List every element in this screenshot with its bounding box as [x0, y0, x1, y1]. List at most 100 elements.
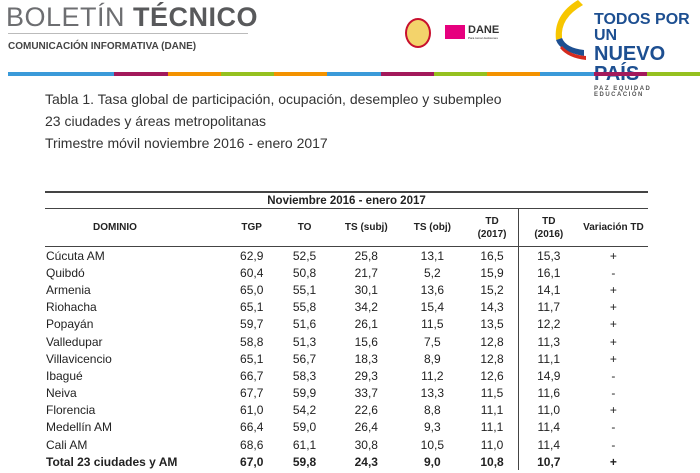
value-cell: - [611, 420, 616, 435]
domain-cell: Florencia [46, 403, 96, 418]
value-cell: - [611, 368, 616, 383]
table-caption-title: Tabla 1. Tasa global de participación, o… [45, 91, 502, 107]
colombia-seal-logo [405, 18, 431, 48]
slogan-line3: PAZ EQUIDAD EDUCACIÓN [594, 86, 652, 98]
table-row: Neiva 67,7 59,9 33,7 13,3 11,5 11,6 - [45, 384, 648, 402]
value-cell: 30,1 [354, 282, 378, 297]
bulletin-subtitle: COMUNICACIÓN INFORMATIVA (DANE) [8, 41, 197, 52]
value-cell: 11,1 [537, 351, 561, 366]
table-row: Florencia 61,0 54,2 22,6 8,8 11,1 11,0 + [45, 401, 648, 419]
table-row: Riohacha 65,1 55,8 34,2 15,4 14,3 11,7 + [45, 298, 648, 316]
table-row: Quibdó 60,4 50,8 21,7 5,2 15,9 16,1 - [45, 264, 648, 282]
value-cell: 11,2 [421, 368, 444, 383]
value-cell: 68,6 [240, 437, 264, 452]
dane-tagline: Para tomar decisiones [468, 36, 498, 40]
domain-cell: Total 23 ciudades y AM [46, 454, 178, 469]
value-cell: 11,7 [537, 300, 561, 315]
table-row: Cúcuta AM 62,9 52,5 25,8 13,1 16,5 15,3 + [45, 246, 648, 265]
table-row: Medellín AM 66,4 59,0 26,4 9,3 11,1 11,4 - [45, 418, 648, 437]
value-cell: 25,8 [354, 248, 378, 263]
stripe-segment [114, 72, 168, 76]
table-row: Total 23 ciudades y AM 67,0 59,8 24,3 9,0 10,… [45, 453, 648, 471]
domain-cell: Ibagué [46, 368, 83, 383]
value-cell: 60,4 [240, 265, 264, 280]
value-cell: 50,8 [292, 265, 317, 280]
domain-cell: Cali AM [46, 437, 88, 452]
domain-cell: Villavicencio [46, 351, 112, 366]
stripe-segment [327, 72, 381, 76]
value-cell: 66,7 [240, 368, 264, 383]
domain-cell: Riohacha [46, 300, 97, 315]
value-cell: 15,6 [354, 334, 378, 349]
value-cell: 67,0 [240, 454, 264, 469]
stripe-segment [167, 72, 221, 76]
labor-rates-table: Noviembre 2016 - enero 2017 DOMINIO TGP TO… [45, 191, 648, 471]
value-cell: 61,0 [240, 403, 264, 418]
value-cell: 11,1 [466, 418, 519, 437]
column-header: TD (2017) [466, 208, 519, 247]
value-cell: 12,8 [466, 350, 519, 368]
value-cell: 54,2 [292, 403, 317, 418]
value-cell: 59,9 [292, 386, 317, 401]
value-cell: 61,1 [292, 437, 317, 452]
domain-cell: Neiva [46, 386, 77, 401]
value-cell: 16,5 [466, 246, 519, 265]
value-cell: 22,6 [354, 403, 378, 418]
table-caption-scope: 23 ciudades y áreas metropolitanas [45, 113, 267, 129]
value-cell: 11,5 [421, 317, 444, 332]
domain-cell: Valledupar [46, 334, 103, 349]
stripe-segment [487, 72, 541, 76]
domain-cell: Quibdó [46, 265, 85, 280]
value-cell: 30,8 [354, 437, 378, 452]
value-cell: 11,3 [537, 334, 561, 349]
value-cell: 13,6 [420, 282, 445, 297]
table-row: Valledupar 58,8 51,3 15,6 7,5 12,8 11,3 + [45, 332, 648, 351]
value-cell: 10,8 [466, 453, 519, 471]
column-header: DOMINIO [45, 208, 229, 247]
value-cell: 55,8 [292, 300, 317, 315]
value-cell: 12,8 [466, 332, 519, 351]
title-divider [8, 33, 248, 34]
value-cell: 29,3 [354, 368, 378, 383]
value-cell: 15,9 [466, 264, 519, 282]
title-light: BOLETÍN [6, 2, 126, 32]
value-cell: 8,9 [423, 351, 441, 366]
domain-cell: Armenia [46, 282, 91, 297]
value-cell: + [609, 248, 617, 263]
value-cell: + [609, 300, 617, 315]
stripe-segment [593, 72, 647, 76]
value-cell: 58,3 [292, 368, 317, 383]
value-cell: 59,0 [292, 420, 317, 435]
domain-cell: Popayán [46, 317, 94, 332]
table-row: Villavicencio 65,1 56,7 18,3 8,9 12,8 11,1 + [45, 350, 648, 368]
value-cell: 9,0 [423, 454, 441, 469]
value-cell: 55,1 [292, 282, 317, 297]
value-cell: 14,1 [537, 282, 561, 297]
dane-logo-text: DANE [468, 24, 500, 36]
value-cell: 59,7 [240, 317, 264, 332]
table-row: Cali AM 68,6 61,1 30,8 10,5 11,0 11,4 - [45, 436, 648, 454]
stripe-segment [220, 72, 275, 76]
stripe-segment [274, 72, 328, 76]
table-row: Ibagué 66,7 58,3 29,3 11,2 12,6 14,9 - [45, 367, 648, 385]
value-cell: + [609, 334, 617, 349]
table-row: Popayán 59,7 51,6 26,1 11,5 13,5 12,2 + [45, 315, 648, 333]
value-cell: 65,0 [240, 282, 264, 297]
value-cell: 51,6 [292, 317, 317, 332]
value-cell: 33,7 [354, 386, 378, 401]
value-cell: 12,2 [537, 317, 561, 332]
column-header: TO [274, 208, 335, 247]
table-row: Armenia 65,0 55,1 30,1 13,6 15,2 14,1 + [45, 281, 648, 299]
value-cell: - [611, 437, 616, 452]
value-cell: 11,6 [537, 386, 561, 401]
value-cell: + [609, 282, 617, 297]
title-bold: TÉCNICO [133, 2, 259, 32]
stripe-segment [380, 72, 434, 76]
value-cell: 59,8 [292, 454, 317, 469]
value-cell: 15,3 [537, 248, 561, 263]
value-cell: 51,3 [292, 334, 317, 349]
value-cell: 66,4 [240, 420, 264, 435]
value-cell: 21,7 [354, 265, 378, 280]
value-cell: 11,4 [537, 420, 561, 435]
